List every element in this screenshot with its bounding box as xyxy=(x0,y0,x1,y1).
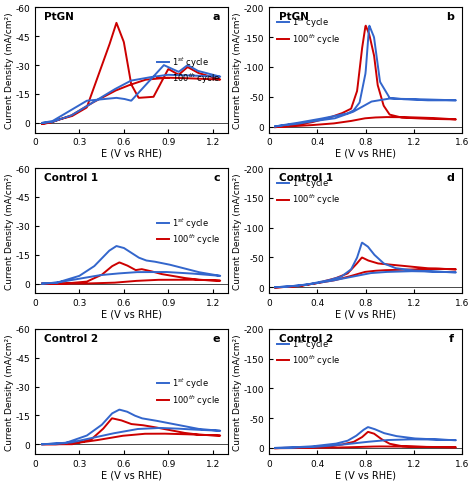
Text: f: f xyxy=(449,333,454,343)
Y-axis label: Current Density (mA/cm²): Current Density (mA/cm²) xyxy=(5,13,14,129)
Text: PtGN: PtGN xyxy=(279,12,309,22)
Legend: 1$^{st}$ cycle, 100$^{th}$ cycle: 1$^{st}$ cycle, 100$^{th}$ cycle xyxy=(273,13,343,50)
X-axis label: E (V vs RHE): E (V vs RHE) xyxy=(101,469,162,479)
Text: Control 1: Control 1 xyxy=(45,172,99,182)
Text: PtGN: PtGN xyxy=(45,12,74,22)
Legend: 1$^{st}$ cycle, 100$^{th}$ cycle: 1$^{st}$ cycle, 100$^{th}$ cycle xyxy=(154,52,223,90)
Text: b: b xyxy=(447,12,454,22)
Text: Control 1: Control 1 xyxy=(279,172,333,182)
Y-axis label: Current Density (mA/cm²): Current Density (mA/cm²) xyxy=(234,13,242,129)
Legend: 1$^{st}$ cycle, 100$^{th}$ cycle: 1$^{st}$ cycle, 100$^{th}$ cycle xyxy=(273,173,343,211)
X-axis label: E (V vs RHE): E (V vs RHE) xyxy=(101,149,162,158)
X-axis label: E (V vs RHE): E (V vs RHE) xyxy=(335,149,396,158)
Text: c: c xyxy=(213,172,220,182)
Text: e: e xyxy=(212,333,220,343)
Text: Control 2: Control 2 xyxy=(279,333,333,343)
Text: a: a xyxy=(212,12,220,22)
Y-axis label: Current Density (mA/cm²): Current Density (mA/cm²) xyxy=(5,173,14,289)
X-axis label: E (V vs RHE): E (V vs RHE) xyxy=(335,309,396,319)
Y-axis label: Current Density (mA/cm²): Current Density (mA/cm²) xyxy=(5,333,14,450)
X-axis label: E (V vs RHE): E (V vs RHE) xyxy=(101,309,162,319)
Text: d: d xyxy=(447,172,454,182)
Text: Control 2: Control 2 xyxy=(45,333,99,343)
Legend: 1$^{st}$ cycle, 100$^{th}$ cycle: 1$^{st}$ cycle, 100$^{th}$ cycle xyxy=(154,212,223,250)
Legend: 1$^{st}$ cycle, 100$^{th}$ cycle: 1$^{st}$ cycle, 100$^{th}$ cycle xyxy=(273,333,343,371)
Y-axis label: Current Density (mA/cm²): Current Density (mA/cm²) xyxy=(234,333,242,450)
Legend: 1$^{st}$ cycle, 100$^{th}$ cycle: 1$^{st}$ cycle, 100$^{th}$ cycle xyxy=(154,373,223,410)
Y-axis label: Current Density (mA/cm²): Current Density (mA/cm²) xyxy=(234,173,242,289)
X-axis label: E (V vs RHE): E (V vs RHE) xyxy=(335,469,396,479)
